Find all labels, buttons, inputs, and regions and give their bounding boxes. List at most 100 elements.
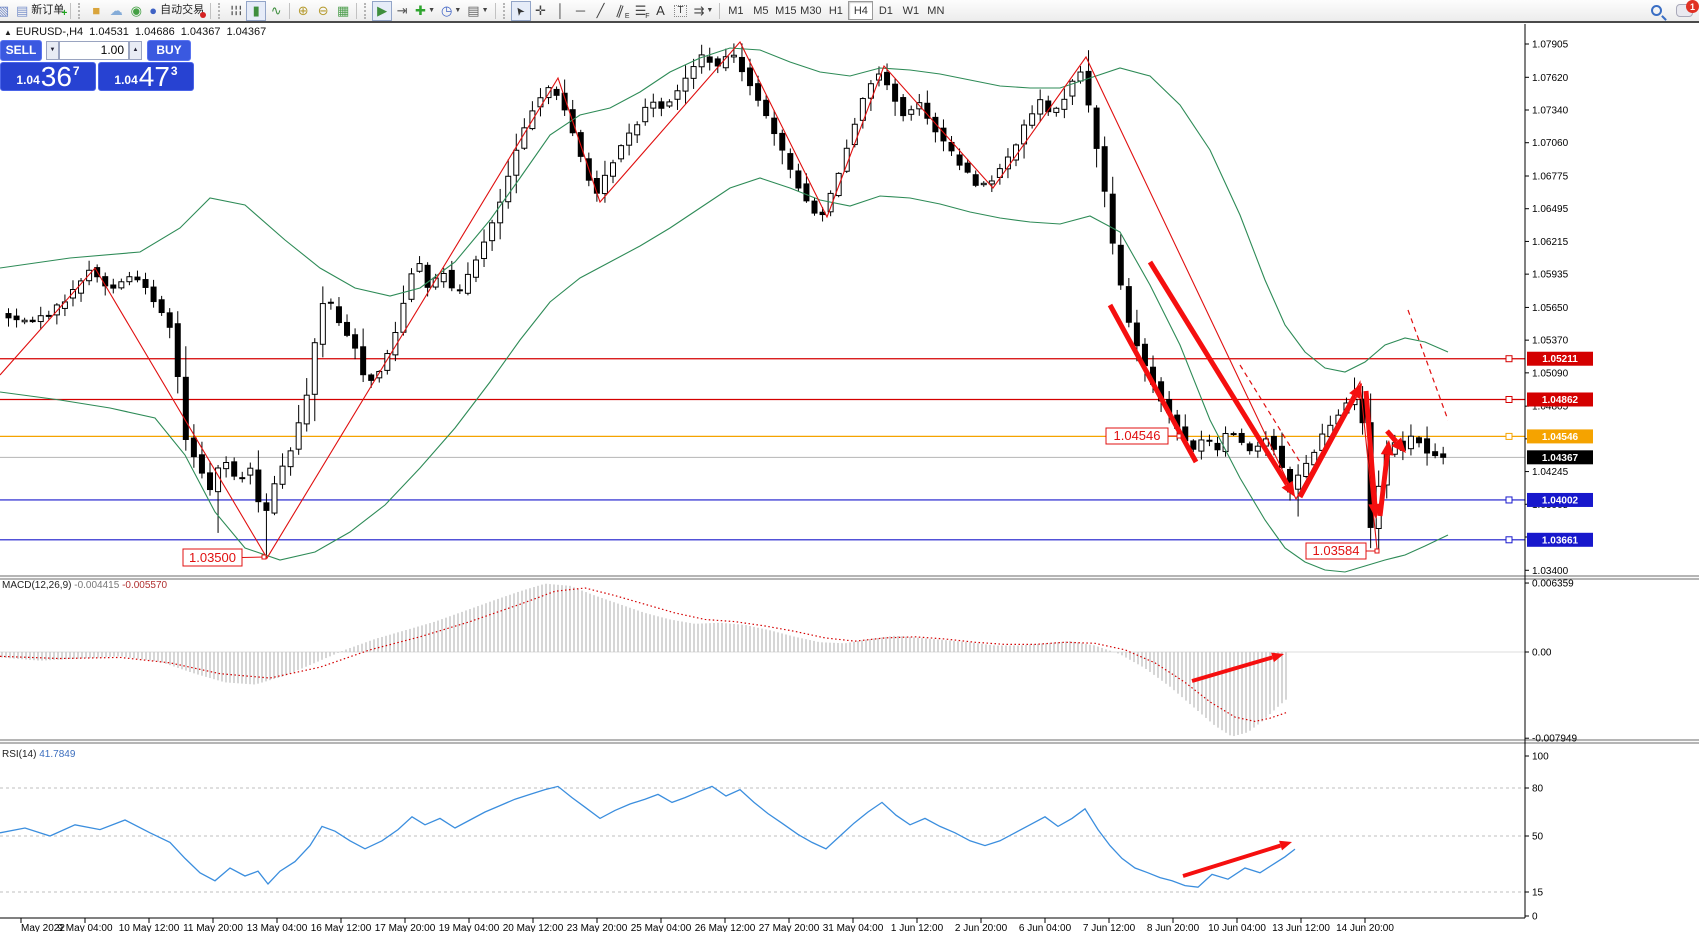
drop-arrow-down[interactable] <box>1363 390 1382 519</box>
window-chart-icon[interactable]: ▧ <box>0 1 13 21</box>
bounce-arrow-up[interactable] <box>1297 383 1362 499</box>
timeframe-m5[interactable]: M5 <box>753 4 769 17</box>
auto-scroll-button-icon: ▶ <box>377 3 388 18</box>
svg-text:1.04367: 1.04367 <box>1542 453 1579 464</box>
svg-text:31 May 04:00: 31 May 04:00 <box>823 923 884 932</box>
rsi-arrow[interactable] <box>1182 840 1292 878</box>
cloud-icon[interactable]: ☁ <box>106 1 126 21</box>
svg-text:20 May 12:00: 20 May 12:00 <box>503 923 564 932</box>
toolbar-grip[interactable] <box>364 2 369 19</box>
macd-rsi-divider[interactable] <box>0 739 1699 744</box>
chart-shift-button[interactable]: ⇥ <box>392 1 412 21</box>
price-label-103500[interactable]: 1.03500 <box>182 548 267 567</box>
market-icon-icon: ■ <box>92 3 101 18</box>
svg-text:1.04245: 1.04245 <box>1532 467 1569 478</box>
svg-text:27 May 20:00: 27 May 20:00 <box>759 923 820 932</box>
bar-chart-button[interactable]: ☷ <box>226 1 246 21</box>
timeframe-h4[interactable]: H4 <box>848 1 874 20</box>
svg-text:14 Jun 20:00: 14 Jun 20:00 <box>1336 923 1394 932</box>
macd-arrow[interactable] <box>1191 652 1284 683</box>
line-chart-button[interactable]: ∿ <box>266 1 286 21</box>
window-chart-icon-icon: ▧ <box>0 3 10 18</box>
zigzag-line[interactable] <box>0 41 1378 560</box>
timeframe-m30[interactable]: M30 <box>800 4 822 17</box>
trend-arrow-1[interactable] <box>1107 303 1199 464</box>
horizontal-line-button-icon: ─ <box>575 3 586 18</box>
symbol-name: EURUSD-,H4 <box>15 26 84 38</box>
horizontal-line-button[interactable]: ─ <box>571 1 591 21</box>
indicators-button[interactable]: ✚ ▼ <box>415 3 435 18</box>
buy-button[interactable]: BUY <box>147 39 191 61</box>
crosshair-button[interactable]: ✛ <box>531 1 551 21</box>
market-icon[interactable]: ■ <box>86 1 106 21</box>
svg-text:17 May 20:00: 17 May 20:00 <box>375 923 436 932</box>
svg-text:1.06495: 1.06495 <box>1532 204 1569 215</box>
candlestick-chart-button[interactable]: ▮ <box>246 0 267 21</box>
timeframe-h1[interactable]: H1 <box>828 4 843 17</box>
arrows-button[interactable]: ⇉ ▼ <box>693 3 714 18</box>
svg-text:16 May 12:00: 16 May 12:00 <box>311 923 372 932</box>
auto-scroll-button[interactable]: ▶ <box>372 0 393 21</box>
sell-button[interactable]: SELL <box>0 39 42 61</box>
timeframe-m1[interactable]: M1 <box>728 4 744 17</box>
fibonacci-button[interactable]: ☰ F <box>634 3 650 20</box>
ask-price-box[interactable]: 1.04 47 3 <box>98 62 194 91</box>
chart-expand-icon[interactable]: ▲ <box>4 27 12 37</box>
notification-badge: 1 <box>1686 0 1699 13</box>
svg-text:15: 15 <box>1532 888 1544 899</box>
tile-windows-button[interactable]: ▦ <box>333 1 353 21</box>
trendline-button[interactable]: ╱ <box>591 1 611 21</box>
cursor-button[interactable]: ➤ <box>510 0 531 21</box>
signal-icon[interactable]: ◉ <box>126 1 146 21</box>
svg-text:1.07060: 1.07060 <box>1532 138 1569 149</box>
dashed-trendline-2[interactable] <box>1407 309 1449 421</box>
new-order-button[interactable]: ▤ + 新订单 <box>16 3 68 19</box>
toolbar-grip[interactable] <box>502 2 508 19</box>
equidistant-channel-button[interactable]: ∥ E <box>614 2 630 20</box>
main-macd-divider[interactable] <box>0 575 1699 580</box>
price-badge-105211: 1.05211 <box>1527 351 1593 366</box>
volume-up-stepper[interactable]: ▲ <box>129 40 142 60</box>
horizontal-lines[interactable] <box>0 355 1525 544</box>
templates-button-icon: ▤ <box>467 3 480 18</box>
timeframe-m15[interactable]: M15 <box>775 4 797 17</box>
line-chart-button-icon: ∿ <box>270 3 282 18</box>
cursor-button-icon: ➤ <box>512 3 528 19</box>
volume-input[interactable] <box>59 40 129 60</box>
text-label-button[interactable]: T <box>671 1 691 21</box>
price-label-104546[interactable]: 1.04546 <box>1105 427 1182 445</box>
price-label-103584[interactable]: 1.03584 <box>1305 542 1380 560</box>
svg-text:1.07905: 1.07905 <box>1532 40 1569 51</box>
trend-arrow-2[interactable] <box>1147 260 1295 497</box>
dashed-trendline-1[interactable] <box>1239 364 1301 463</box>
toolbar-grip[interactable] <box>78 2 83 19</box>
zoom-out-button[interactable]: ⊖ <box>313 1 333 21</box>
chat-icon[interactable]: 1 <box>1676 0 1699 17</box>
svg-text:1.03400: 1.03400 <box>1532 566 1569 577</box>
zoom-in-button[interactable]: ⊕ <box>293 1 313 21</box>
search-icon[interactable] <box>1651 5 1662 16</box>
periods-clock-button[interactable]: ◷ ▼ <box>441 3 462 18</box>
bid-price-box[interactable]: 1.04 36 7 <box>0 62 96 91</box>
templates-button[interactable]: ▤ ▼ <box>467 3 489 18</box>
svg-text:1.05370: 1.05370 <box>1532 336 1569 347</box>
timeframe-mn[interactable]: MN <box>927 4 945 17</box>
bid-pips: 36 <box>40 61 72 92</box>
ask-point: 3 <box>170 64 178 78</box>
price-badge-104862: 1.04862 <box>1527 392 1593 407</box>
text-button[interactable]: A <box>651 1 671 21</box>
svg-text:MACD(12,26,9) -0.004415 -0.005: MACD(12,26,9) -0.004415 -0.005570 <box>2 580 168 591</box>
recovery-arrow-up[interactable] <box>1377 440 1394 517</box>
forecast-arrow[interactable] <box>1385 429 1406 453</box>
zoom-out-button-icon: ⊖ <box>317 3 329 18</box>
vertical-line-button[interactable]: │ <box>551 1 571 21</box>
svg-text:1.07340: 1.07340 <box>1532 106 1569 117</box>
timeframe-d1[interactable]: D1 <box>878 4 893 17</box>
timeframe-w1[interactable]: W1 <box>902 4 920 17</box>
svg-text:1.06775: 1.06775 <box>1532 172 1569 183</box>
volume-down-stepper[interactable]: ▼ <box>46 40 59 60</box>
toolbar-grip[interactable] <box>218 2 223 19</box>
auto-trading-button[interactable]: ● 自动交易 <box>149 3 207 18</box>
svg-text:1.05650: 1.05650 <box>1532 303 1569 314</box>
